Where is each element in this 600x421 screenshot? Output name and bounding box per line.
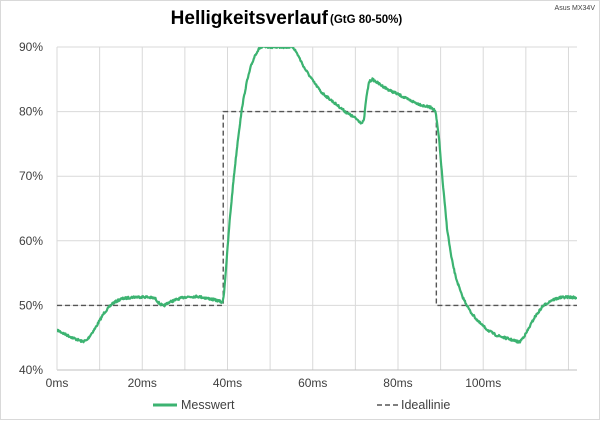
- grid: [56, 46, 577, 371]
- series-lines: [57, 47, 577, 344]
- legend: Messwert Ideallinie: [153, 398, 450, 412]
- series-line-messwert: [57, 47, 577, 344]
- y-tick-label: 40%: [19, 363, 43, 377]
- y-tick-label: 70%: [19, 169, 43, 183]
- x-tick-label: 20ms: [128, 376, 157, 390]
- legend-label-ideallinie: Ideallinie: [401, 398, 450, 412]
- y-tick-label: 60%: [19, 234, 43, 248]
- x-tick-label: 0ms: [46, 376, 69, 390]
- x-tick-label: 60ms: [298, 376, 327, 390]
- axis-ticks: 40% 50% 60% 70% 80% 90% 0ms 20ms 40ms 60ms 80ms 100…: [19, 40, 501, 390]
- chart-title: Helligkeitsverlauf: [171, 8, 329, 29]
- legend-label-messwert: Messwert: [181, 398, 235, 412]
- y-tick-label: 50%: [19, 298, 43, 312]
- x-tick-label: 40ms: [213, 376, 242, 390]
- y-tick-label: 80%: [19, 105, 43, 119]
- chart-subtitle: (GtG 80-50%): [330, 14, 402, 26]
- corner-label: Asus MX34V: [555, 5, 596, 12]
- y-tick-label: 90%: [19, 40, 43, 54]
- x-tick-label: 100ms: [465, 376, 501, 390]
- x-tick-label: 80ms: [383, 376, 412, 390]
- series-line-ideallinie: [57, 110, 577, 307]
